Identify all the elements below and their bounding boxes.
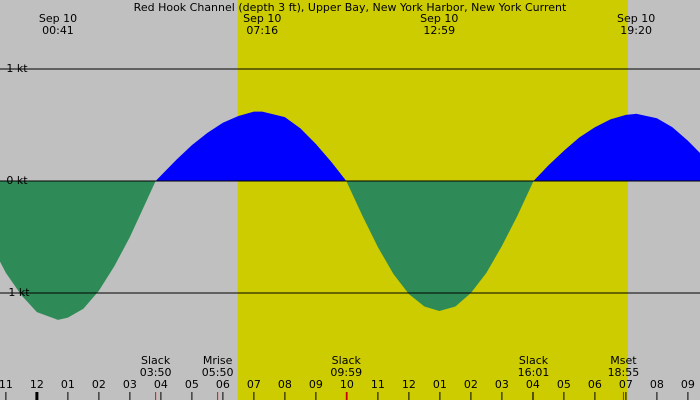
peak-time: 19:20 [620,24,652,37]
x-tick-label: 04 [526,378,540,391]
peak-time: 12:59 [423,24,455,37]
peak-time: 07:16 [246,24,278,37]
peak-date: Sep 10 [39,12,77,25]
event-name: Slack [332,354,362,367]
event-time: 09:59 [330,366,362,379]
event-time: 18:55 [608,366,640,379]
x-tick-label: 03 [123,378,137,391]
event-name: Mset [610,354,637,367]
x-tick-label: 07 [619,378,633,391]
x-tick-label: 06 [216,378,230,391]
x-tick-label: 01 [61,378,75,391]
x-tick-label: 11 [371,378,385,391]
x-tick-label: 03 [495,378,509,391]
x-tick-label: 08 [650,378,664,391]
x-tick-label: 10 [340,378,354,391]
y-tick-label: 0 kt [6,174,28,187]
peak-date: Sep 10 [420,12,458,25]
x-tick-label: 02 [464,378,478,391]
x-tick-label: 07 [247,378,261,391]
x-tick-label: 08 [278,378,292,391]
event-name: Mrise [203,354,233,367]
x-tick-label: 09 [309,378,323,391]
x-tick-label: 11 [0,378,13,391]
x-tick-label: 01 [433,378,447,391]
x-tick-label: 05 [185,378,199,391]
y-tick-label: -1 kt [4,286,30,299]
event-name: Slack [519,354,549,367]
x-tick-label: 12 [30,378,44,391]
x-tick-label: 05 [557,378,571,391]
event-time: 03:50 [140,366,172,379]
x-tick-label: 06 [588,378,602,391]
current-area [0,111,700,320]
x-tick-label: 12 [402,378,416,391]
event-time: 05:50 [202,366,234,379]
y-tick-label: 1 kt [6,62,28,75]
x-tick-label: 09 [681,378,695,391]
event-name: Slack [141,354,171,367]
chart-title: Red Hook Channel (depth 3 ft), Upper Bay… [134,1,567,14]
peak-date: Sep 10 [617,12,655,25]
event-time: 16:01 [518,366,550,379]
peak-time: 00:41 [42,24,74,37]
x-tick-label: 02 [92,378,106,391]
peak-date: Sep 10 [243,12,281,25]
x-tick-label: 04 [154,378,168,391]
